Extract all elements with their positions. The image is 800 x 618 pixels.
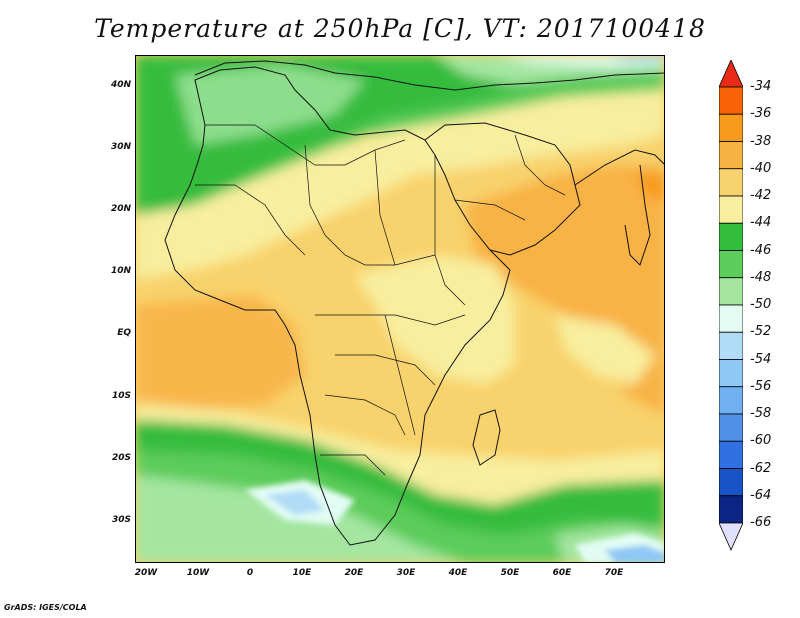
colorbar-label: -52 bbox=[750, 324, 772, 340]
field-sahara-42 bbox=[255, 140, 665, 270]
lon-tick-label: 70E bbox=[604, 568, 624, 578]
temperature-map bbox=[135, 55, 665, 563]
lon-tick-label: 20W bbox=[134, 568, 158, 578]
field-ne-54 bbox=[605, 55, 665, 61]
colorbar-swatch bbox=[719, 195, 743, 224]
colorbar-label: -44 bbox=[750, 215, 772, 231]
border-10 bbox=[384, 314, 416, 436]
colorbar-label: -58 bbox=[750, 406, 772, 421]
lon-tick-label: 60E bbox=[552, 568, 572, 578]
colorbar-label: -54 bbox=[750, 351, 772, 367]
colorbar-segments bbox=[719, 60, 743, 551]
colorbar-label: -48 bbox=[750, 269, 772, 285]
field-sw-54 bbox=[265, 490, 325, 515]
border-7 bbox=[335, 354, 436, 386]
border-2 bbox=[195, 184, 306, 256]
country-borders bbox=[195, 124, 566, 476]
colorbar-swatch bbox=[719, 250, 743, 279]
lat-tick-label: 20N bbox=[110, 204, 131, 214]
lon-tick-label: 10E bbox=[292, 568, 312, 578]
border-4 bbox=[374, 149, 396, 266]
colorbar-label: -34 bbox=[750, 79, 772, 94]
field-atlantic-40 bbox=[135, 295, 305, 410]
temperature-field bbox=[135, 55, 665, 563]
lat-tick-label: 30S bbox=[111, 515, 131, 525]
colorbar-swatch bbox=[719, 359, 743, 388]
madagascar bbox=[472, 409, 501, 466]
colorbar-label: -42 bbox=[750, 188, 772, 203]
colorbar-label: -50 bbox=[750, 297, 772, 312]
colorbar-swatch bbox=[719, 113, 743, 142]
lat-tick-label: EQ bbox=[117, 328, 131, 338]
border-9 bbox=[320, 454, 386, 476]
grads-credit: GrADS: IGES/COLA bbox=[4, 603, 87, 612]
field-central-44 bbox=[355, 255, 515, 385]
lat-tick-label: 30N bbox=[110, 142, 131, 152]
lat-tick-label: 20S bbox=[111, 453, 131, 463]
field-io-44 bbox=[555, 315, 655, 385]
colorbar-swatch bbox=[719, 304, 743, 333]
lon-tick-label: 0 bbox=[246, 568, 254, 578]
colorbar-label: -66 bbox=[750, 515, 772, 530]
colorbar-label: -38 bbox=[750, 133, 772, 149]
border-11 bbox=[454, 199, 526, 221]
india-coast bbox=[624, 164, 651, 266]
border-5 bbox=[434, 155, 466, 306]
lat-tick-label: 10N bbox=[110, 266, 131, 276]
colorbar-swatch bbox=[719, 413, 743, 442]
colorbar-label: -62 bbox=[750, 460, 772, 476]
colorbar-swatch bbox=[719, 495, 743, 524]
colorbar-swatch bbox=[719, 522, 743, 551]
lon-tick-label: 50E bbox=[500, 568, 520, 578]
iran-coast bbox=[574, 149, 665, 186]
colorbar-label: -36 bbox=[750, 106, 772, 122]
colorbar-label: -46 bbox=[750, 242, 772, 258]
lat-tick-label: 40N bbox=[110, 80, 131, 90]
colorbar-swatch bbox=[719, 60, 743, 88]
colorbar-swatch bbox=[719, 440, 743, 469]
border-6 bbox=[315, 314, 466, 326]
colorbar-swatch bbox=[719, 468, 743, 497]
africa-coast bbox=[164, 66, 511, 546]
colorbar-label: -60 bbox=[750, 433, 772, 449]
lon-tick-label: 20E bbox=[344, 568, 364, 578]
border-8 bbox=[324, 394, 406, 436]
colorbar-swatch bbox=[719, 222, 743, 251]
colorbar-label: -40 bbox=[750, 160, 772, 176]
lon-tick-label: 10W bbox=[186, 568, 210, 578]
map-title: Temperature at 250hPa [C], VT: 201710041… bbox=[94, 14, 706, 43]
europe-coast bbox=[194, 60, 665, 91]
coastlines bbox=[164, 60, 665, 546]
colorbar-swatch bbox=[719, 141, 743, 170]
lon-tick-label: 40E bbox=[448, 568, 468, 578]
border-12 bbox=[514, 134, 566, 196]
colorbar-swatch bbox=[719, 86, 743, 115]
lat-tick-label: 10S bbox=[111, 391, 131, 401]
colorbar-swatch bbox=[719, 168, 743, 197]
lon-tick-label: 30E bbox=[396, 568, 416, 578]
colorbar-label: -64 bbox=[750, 487, 772, 503]
colorbar bbox=[719, 60, 743, 551]
colorbar-label: -56 bbox=[750, 378, 772, 394]
arabia-coast bbox=[424, 122, 581, 256]
colorbar-swatch bbox=[719, 277, 743, 306]
colorbar-swatch bbox=[719, 386, 743, 415]
colorbar-swatch bbox=[719, 331, 743, 360]
field-se-54 bbox=[605, 545, 665, 563]
